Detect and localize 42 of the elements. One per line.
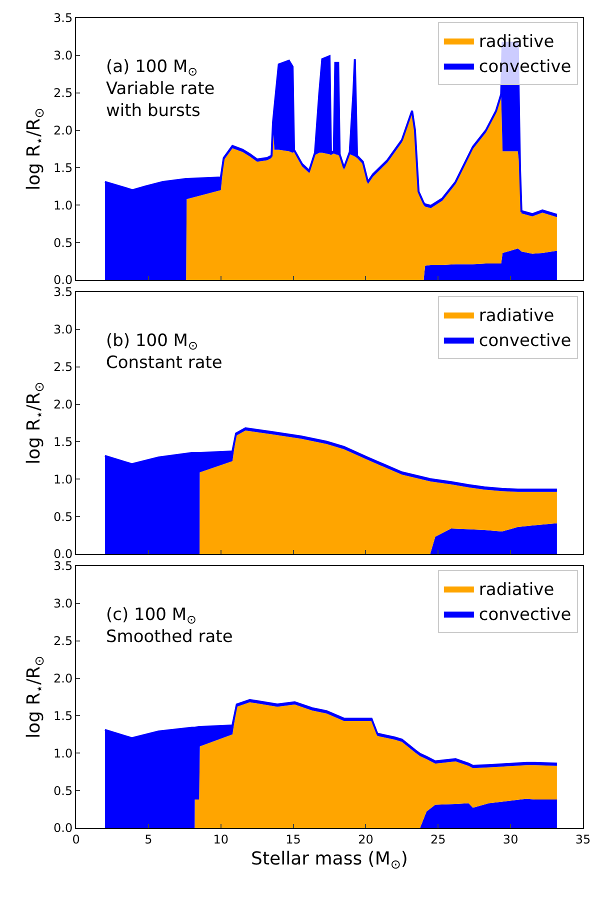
y-tick-label: 1.5: [54, 434, 73, 449]
annotation: (a) 100 M$_{⊙}$ Variable rate with bursts: [106, 57, 215, 122]
annotation: (b) 100 M$_{⊙}$ Constant rate: [106, 331, 222, 374]
legend-label: convective: [478, 331, 572, 352]
y-tick-label: 2.5: [54, 360, 73, 374]
y-tick-label: 2.0: [54, 123, 73, 138]
legend-label: radiative: [478, 580, 554, 600]
x-tick-label: 0: [72, 832, 80, 846]
y-tick-label: 2.0: [54, 671, 73, 686]
y-tick-label: 2.0: [54, 397, 73, 412]
y-tick-label: 2.5: [54, 634, 73, 648]
x-tick-label: 15: [286, 832, 301, 846]
x-tick-label: 5: [144, 832, 152, 846]
y-tick-label: 0.5: [54, 784, 73, 798]
x-axis-title: Stellar mass (M$_{⊙}$): [251, 848, 408, 872]
y-tick-label: 0.0: [54, 273, 73, 288]
y-tick-label: 1.0: [54, 746, 73, 760]
y-tick-label: 1.0: [54, 198, 73, 212]
x-tick-label: 10: [213, 832, 228, 846]
y-tick-label: 3.0: [54, 596, 73, 611]
x-tick-label: 20: [358, 832, 374, 846]
x-tick-label: 35: [575, 832, 591, 846]
legend-label: convective: [478, 605, 572, 626]
y-tick-label: 3.5: [54, 285, 73, 300]
y-tick-label: 0.5: [54, 510, 73, 524]
x-tick-label: 30: [502, 832, 518, 846]
y-tick-label: 1.5: [54, 708, 73, 723]
y-tick-label: 3.5: [54, 559, 73, 574]
legend-label: radiative: [478, 306, 554, 326]
y-tick-label: 3.0: [54, 48, 73, 63]
y-tick-label: 1.0: [54, 472, 73, 486]
y-tick-label: 0.5: [54, 236, 73, 250]
legend-label: convective: [478, 57, 572, 78]
legend-label: radiative: [478, 32, 554, 52]
y-tick-label: 2.5: [54, 86, 73, 100]
annotation: (c) 100 M$_{⊙}$ Smoothed rate: [106, 605, 233, 648]
y-tick-label: 0.0: [54, 547, 73, 562]
y-tick-label: 1.5: [54, 160, 73, 175]
y-tick-label: 3.0: [54, 322, 73, 337]
x-tick-label: 25: [430, 832, 446, 846]
y-tick-label: 0.0: [54, 821, 73, 836]
y-tick-label: 3.5: [54, 11, 73, 26]
